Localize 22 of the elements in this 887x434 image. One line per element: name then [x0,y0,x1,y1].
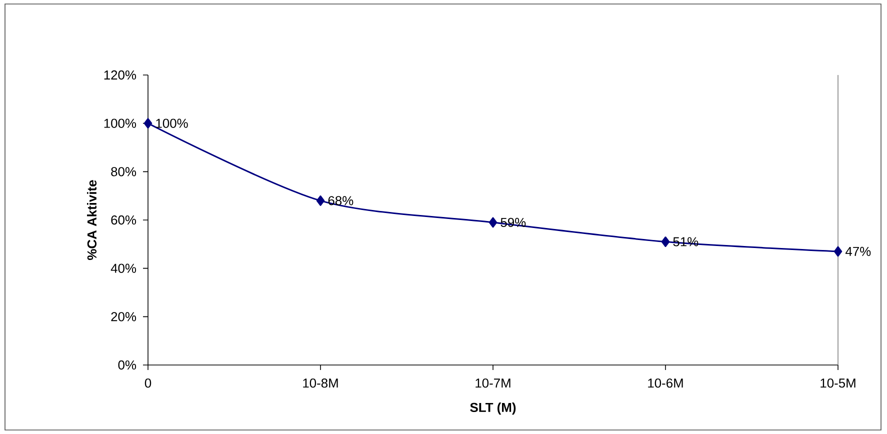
y-axis-title: %CA Aktivite [87,180,97,260]
x-tick-label: 0 [144,378,152,388]
y-tick-label: 60% [111,215,136,225]
x-tick-label: 10-5M [820,378,856,388]
point [661,236,670,247]
y-tick-label: 20% [111,312,136,322]
y-tick-label: 0% [118,360,136,370]
y-tick-label: 100% [104,118,136,128]
x-tick-label: 10-8M [303,378,338,388]
data-label: 100% [156,118,188,128]
y-tick-label: 40% [110,264,136,273]
y-tick-label: 120% [104,70,136,80]
y-tick-label: 80% [111,167,136,176]
x-axis-title: SLT (M) [470,402,516,415]
point [488,217,498,228]
data-label: 47% [846,246,871,256]
data-label: 68% [328,196,354,206]
x-tick-label: 10-7M [476,378,510,388]
point [316,195,325,206]
x-tick-label: 10-6M [648,378,683,388]
point [144,118,152,129]
point [834,246,842,257]
